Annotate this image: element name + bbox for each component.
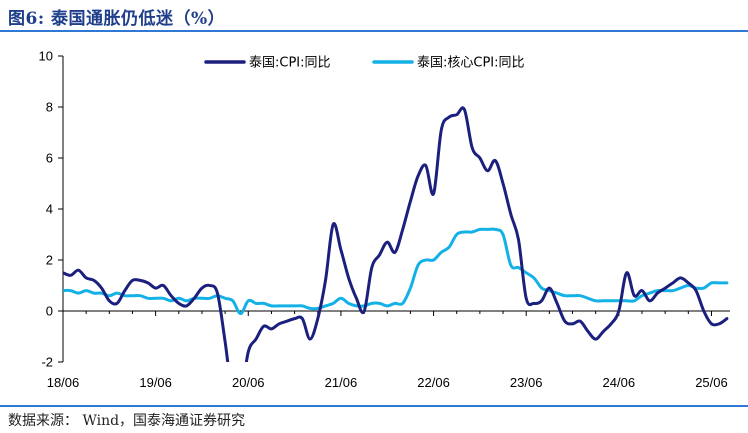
x-tick-label: 22/06 xyxy=(417,375,450,390)
y-tick-label: 10 xyxy=(39,49,53,64)
x-tick-label: 25/06 xyxy=(695,375,728,390)
y-tick-label: 6 xyxy=(46,151,53,166)
bottom-rule xyxy=(0,405,748,407)
y-axis: -2 0 2 4 6 8 10 xyxy=(39,49,64,370)
x-axis: 18/06 19/06 20/06 21/06 22/06 23/06 24/06 25/06 xyxy=(47,310,730,390)
series-layer xyxy=(63,106,729,362)
top-rule xyxy=(0,30,748,32)
y-tick-label: 2 xyxy=(46,253,53,268)
legend-label-core: 泰国:核心CPI:同比 xyxy=(417,56,525,71)
legend-label-headline: 泰国:CPI:同比 xyxy=(249,56,331,71)
x-tick-label: 19/06 xyxy=(139,375,172,390)
y-tick-label: 8 xyxy=(46,100,53,115)
y-tick-label: 0 xyxy=(46,304,53,319)
legend: 泰国:CPI:同比 泰国:核心CPI:同比 xyxy=(204,56,525,71)
x-tick-label: 23/06 xyxy=(510,375,543,390)
x-tick-label: 18/06 xyxy=(47,375,80,390)
x-tick-label: 24/06 xyxy=(603,375,636,390)
x-tick-label: 20/06 xyxy=(232,375,265,390)
y-tick-label: -2 xyxy=(41,355,53,370)
line-chart: -2 0 2 4 6 8 10 18/06 19/06 20/06 21/06 22/06 23/06… xyxy=(39,49,730,390)
figure-title: 图6: 泰国通胀仍低迷（%） xyxy=(8,9,226,29)
source-note: 数据来源： Wind，国泰海通证券研究 xyxy=(8,413,246,429)
series-line-headline xyxy=(63,106,729,362)
x-tick-label: 21/06 xyxy=(325,375,358,390)
y-tick-label: 4 xyxy=(46,202,53,217)
